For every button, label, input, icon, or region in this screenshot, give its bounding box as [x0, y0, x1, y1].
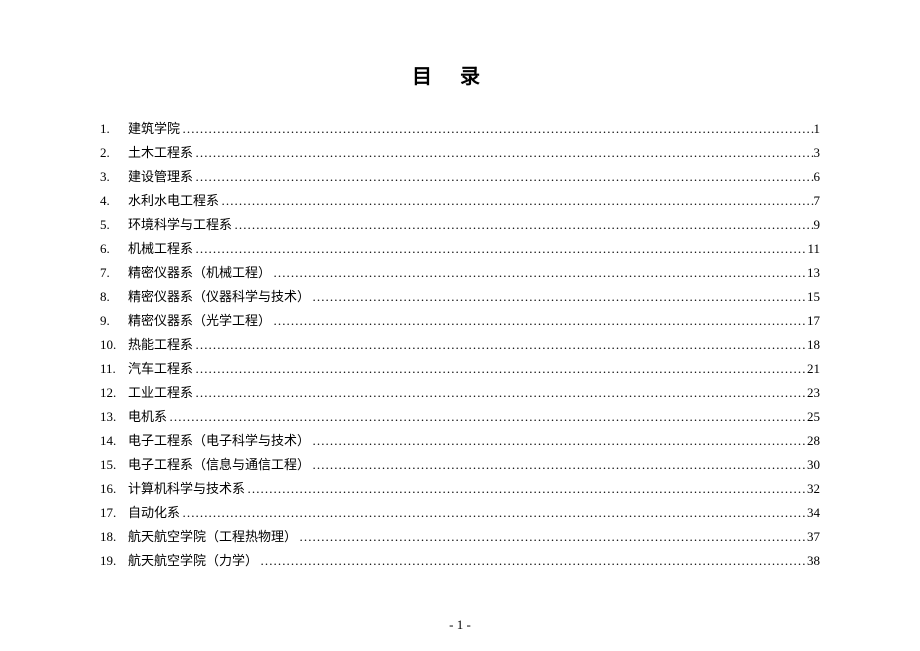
toc-entry-leader-dots: …………………………………………………………………………………………………………… — [193, 333, 807, 357]
toc-entry-leader-dots: …………………………………………………………………………………………………………… — [193, 141, 813, 165]
toc-entry-number: 11. — [100, 357, 128, 381]
toc-entry-label: 计算机科学与技术系 — [128, 477, 245, 501]
toc-entry-page: 37 — [807, 525, 820, 549]
toc-entry: 5.环境科学与工程系………………………………………………………………………………… — [100, 213, 820, 237]
toc-entry: 14.电子工程系（电子科学与技术）……………………………………………………………… — [100, 429, 820, 453]
toc-entry-number: 7. — [100, 261, 128, 285]
toc-entry-label: 机械工程系 — [128, 237, 193, 261]
toc-entry-number: 19. — [100, 549, 128, 573]
toc-entry-leader-dots: …………………………………………………………………………………………………………… — [258, 549, 807, 573]
toc-entry-leader-dots: …………………………………………………………………………………………………………… — [310, 453, 807, 477]
toc-entry: 6.机械工程系………………………………………………………………………………………… — [100, 237, 820, 261]
toc-entry: 2.土木工程系………………………………………………………………………………………… — [100, 141, 820, 165]
toc-entry: 8.精密仪器系（仪器科学与技术）………………………………………………………………… — [100, 285, 820, 309]
toc-entry-page: 32 — [807, 477, 820, 501]
toc-entry-number: 15. — [100, 453, 128, 477]
toc-entry-page: 23 — [807, 381, 820, 405]
toc-entry-leader-dots: …………………………………………………………………………………………………………… — [297, 525, 807, 549]
toc-entry: 10.热能工程系……………………………………………………………………………………… — [100, 333, 820, 357]
toc-entry-leader-dots: …………………………………………………………………………………………………………… — [180, 117, 813, 141]
toc-entry-page: 11 — [807, 237, 820, 261]
toc-entry-leader-dots: …………………………………………………………………………………………………………… — [193, 237, 807, 261]
toc-entry-label: 建设管理系 — [128, 165, 193, 189]
toc-entry-number: 16. — [100, 477, 128, 501]
toc-entry-label: 电子工程系（电子科学与技术） — [128, 429, 310, 453]
toc-entry-leader-dots: …………………………………………………………………………………………………………… — [310, 429, 807, 453]
toc-entry-leader-dots: …………………………………………………………………………………………………………… — [193, 357, 807, 381]
toc-entry-page: 7 — [814, 189, 821, 213]
toc-entry-label: 工业工程系 — [128, 381, 193, 405]
toc-entry: 15.电子工程系（信息与通信工程）……………………………………………………………… — [100, 453, 820, 477]
toc-entry: 3.建设管理系………………………………………………………………………………………… — [100, 165, 820, 189]
toc-entry: 1.建筑学院…………………………………………………………………………………………… — [100, 117, 820, 141]
toc-entry-number: 5. — [100, 213, 128, 237]
toc-list: 1.建筑学院…………………………………………………………………………………………… — [100, 117, 820, 573]
toc-entry-number: 3. — [100, 165, 128, 189]
toc-entry: 12.工业工程系……………………………………………………………………………………… — [100, 381, 820, 405]
page-number-footer: - 1 - — [0, 617, 920, 633]
toc-entry-number: 13. — [100, 405, 128, 429]
toc-entry: 4.水利水电工程系…………………………………………………………………………………… — [100, 189, 820, 213]
toc-entry-leader-dots: …………………………………………………………………………………………………………… — [180, 501, 807, 525]
toc-entry-label: 建筑学院 — [128, 117, 180, 141]
toc-entry-leader-dots: …………………………………………………………………………………………………………… — [271, 261, 807, 285]
toc-entry: 17.自动化系………………………………………………………………………………………… — [100, 501, 820, 525]
toc-title: 目录 — [100, 60, 820, 89]
toc-entry-page: 25 — [807, 405, 820, 429]
toc-entry-page: 38 — [807, 549, 820, 573]
toc-entry-leader-dots: …………………………………………………………………………………………………………… — [167, 405, 807, 429]
toc-entry-label: 航天航空学院（工程热物理） — [128, 525, 297, 549]
toc-entry-label: 汽车工程系 — [128, 357, 193, 381]
toc-entry: 16.计算机科学与技术系…………………………………………………………………………… — [100, 477, 820, 501]
toc-entry-number: 9. — [100, 309, 128, 333]
toc-entry: 19.航天航空学院（力学）………………………………………………………………………… — [100, 549, 820, 573]
toc-entry-label: 土木工程系 — [128, 141, 193, 165]
toc-entry-page: 3 — [814, 141, 821, 165]
toc-entry-number: 4. — [100, 189, 128, 213]
toc-entry-page: 21 — [807, 357, 820, 381]
toc-entry-page: 28 — [807, 429, 820, 453]
toc-entry-number: 17. — [100, 501, 128, 525]
toc-entry-page: 9 — [814, 213, 821, 237]
toc-entry-number: 10. — [100, 333, 128, 357]
toc-entry-page: 1 — [814, 117, 821, 141]
toc-entry-page: 15 — [807, 285, 820, 309]
toc-entry: 11.汽车工程系……………………………………………………………………………………… — [100, 357, 820, 381]
toc-entry-label: 电子工程系（信息与通信工程） — [128, 453, 310, 477]
toc-entry-page: 17 — [807, 309, 820, 333]
toc-entry-leader-dots: …………………………………………………………………………………………………………… — [245, 477, 807, 501]
toc-entry-leader-dots: …………………………………………………………………………………………………………… — [271, 309, 807, 333]
toc-entry-leader-dots: …………………………………………………………………………………………………………… — [219, 189, 813, 213]
toc-entry: 9.精密仪器系（光学工程）………………………………………………………………………… — [100, 309, 820, 333]
toc-entry-number: 12. — [100, 381, 128, 405]
toc-entry-number: 1. — [100, 117, 128, 141]
toc-entry-leader-dots: …………………………………………………………………………………………………………… — [310, 285, 807, 309]
toc-entry: 18.航天航空学院（工程热物理）………………………………………………………………… — [100, 525, 820, 549]
toc-entry-label: 精密仪器系（机械工程） — [128, 261, 271, 285]
toc-entry-leader-dots: …………………………………………………………………………………………………………… — [193, 165, 813, 189]
toc-entry-number: 8. — [100, 285, 128, 309]
toc-entry-number: 18. — [100, 525, 128, 549]
toc-entry-number: 14. — [100, 429, 128, 453]
toc-entry-label: 自动化系 — [128, 501, 180, 525]
toc-entry-label: 电机系 — [128, 405, 167, 429]
toc-entry-label: 水利水电工程系 — [128, 189, 219, 213]
toc-entry-page: 30 — [807, 453, 820, 477]
toc-entry-leader-dots: …………………………………………………………………………………………………………… — [193, 381, 807, 405]
toc-entry-label: 航天航空学院（力学） — [128, 549, 258, 573]
toc-entry-label: 精密仪器系（光学工程） — [128, 309, 271, 333]
toc-entry-label: 热能工程系 — [128, 333, 193, 357]
toc-entry-number: 2. — [100, 141, 128, 165]
toc-entry-page: 6 — [814, 165, 821, 189]
toc-entry: 13.电机系…………………………………………………………………………………………… — [100, 405, 820, 429]
toc-entry-label: 精密仪器系（仪器科学与技术） — [128, 285, 310, 309]
toc-entry-label: 环境科学与工程系 — [128, 213, 232, 237]
toc-entry-page: 18 — [807, 333, 820, 357]
toc-entry: 7.精密仪器系（机械工程）………………………………………………………………………… — [100, 261, 820, 285]
toc-entry-page: 13 — [807, 261, 820, 285]
toc-entry-page: 34 — [807, 501, 820, 525]
toc-entry-number: 6. — [100, 237, 128, 261]
toc-entry-leader-dots: …………………………………………………………………………………………………………… — [232, 213, 813, 237]
